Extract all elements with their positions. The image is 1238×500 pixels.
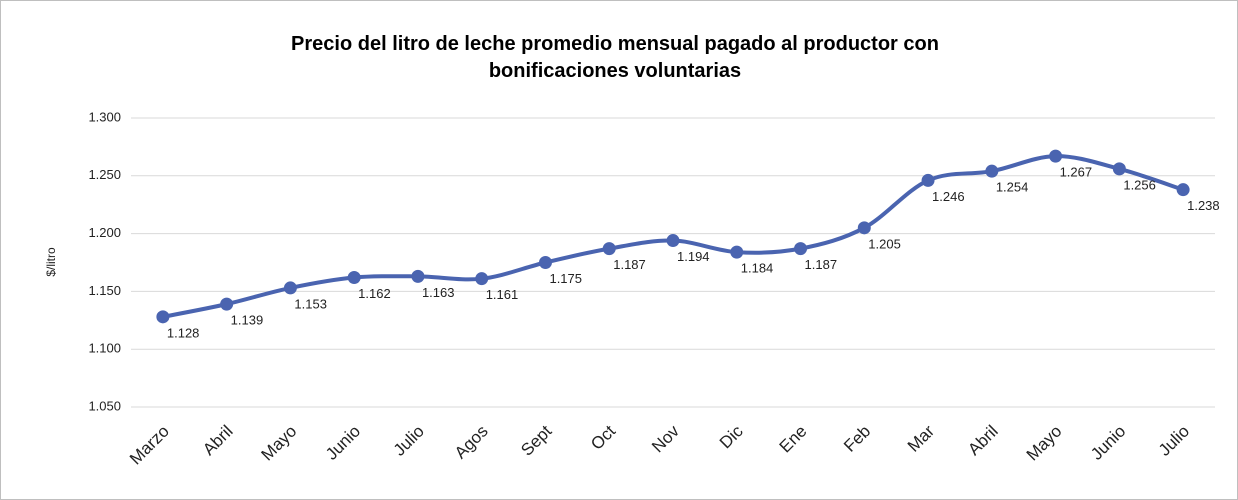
point <box>1049 149 1063 163</box>
data-label: 1.162 <box>358 286 391 301</box>
point <box>283 281 297 295</box>
data-label: 1.161 <box>486 287 519 302</box>
point <box>156 310 170 324</box>
data-label: 1.139 <box>231 313 264 328</box>
point <box>666 234 680 248</box>
data-label: 1.187 <box>613 257 646 272</box>
data-label: 1.246 <box>932 189 965 204</box>
point <box>1112 162 1126 176</box>
data-label: 1.175 <box>549 271 582 286</box>
point <box>411 269 425 283</box>
y-tick-label: 1.200 <box>88 225 121 240</box>
point <box>1176 183 1190 197</box>
data-label: 1.184 <box>741 261 774 276</box>
point <box>220 297 234 311</box>
data-label: 1.187 <box>805 257 838 272</box>
point <box>794 242 808 256</box>
data-label: 1.238 <box>1187 198 1220 213</box>
point <box>475 272 489 286</box>
chart-title: Precio del litro de leche promedio mensu… <box>291 33 939 82</box>
data-label: 1.153 <box>294 296 327 311</box>
data-label: 1.267 <box>1060 165 1093 180</box>
data-label: 1.256 <box>1123 177 1156 192</box>
data-label: 1.163 <box>422 285 455 300</box>
data-label: 1.254 <box>996 180 1029 195</box>
y-tick-label: 1.300 <box>88 109 121 124</box>
data-label: 1.194 <box>677 249 710 264</box>
point <box>857 221 871 235</box>
point <box>602 242 616 256</box>
point <box>730 245 744 259</box>
y-axis-label: $/litro <box>44 247 58 277</box>
data-label: 1.205 <box>868 236 901 251</box>
point <box>985 164 999 178</box>
y-tick-label: 1.250 <box>88 167 121 182</box>
point <box>347 271 361 285</box>
y-tick-label: 1.050 <box>88 398 121 413</box>
point <box>538 256 552 269</box>
y-tick-label: 1.100 <box>88 341 121 356</box>
data-label: 1.128 <box>167 325 200 340</box>
y-tick-label: 1.150 <box>88 283 121 298</box>
point <box>921 173 935 187</box>
